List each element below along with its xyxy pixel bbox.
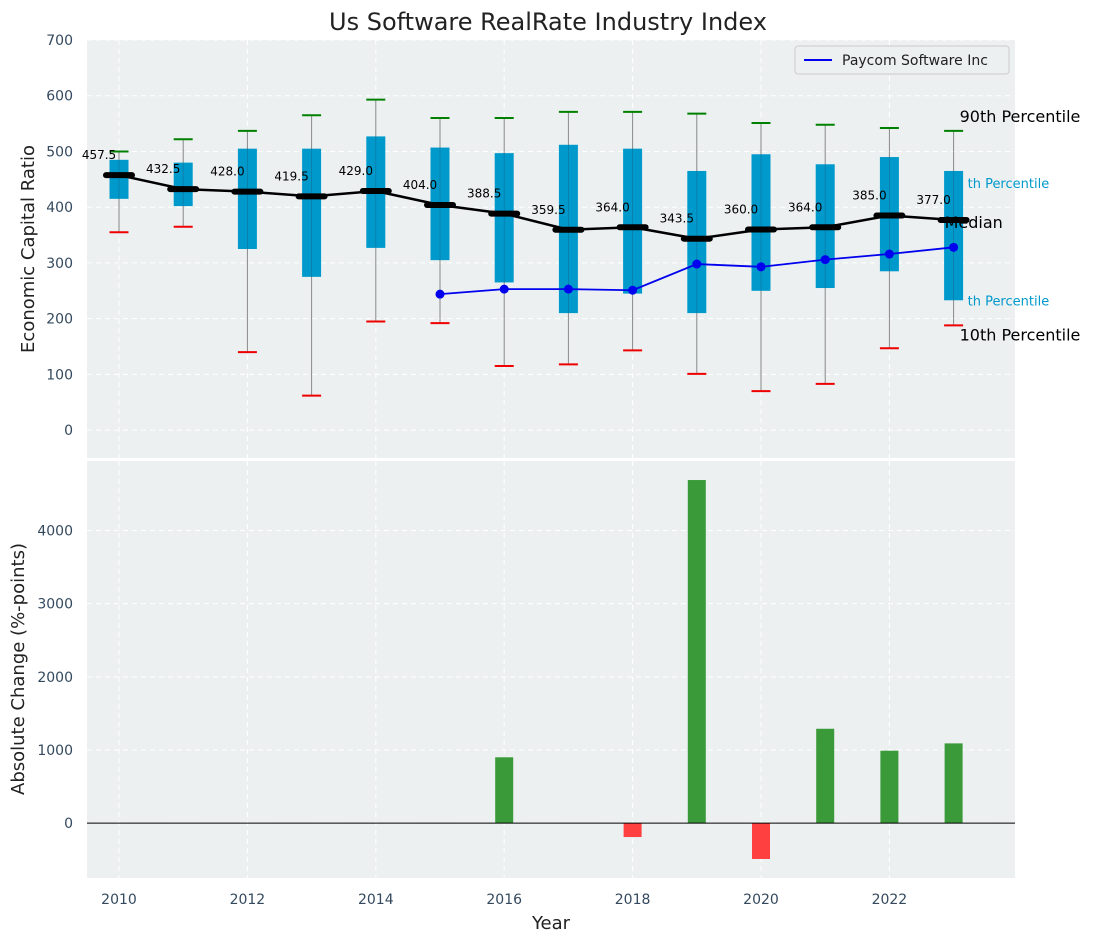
median-value-label: 360.0 [724, 202, 758, 216]
top-y-axis-title: Economic Capital Ratio [18, 145, 39, 353]
median-value-label: 388.5 [467, 187, 501, 201]
median-value-label: 343.5 [660, 212, 694, 226]
company-point [563, 284, 573, 294]
median-value-label: 428.0 [210, 165, 244, 179]
x-tick-label: 2016 [486, 892, 522, 908]
top-panel-background [87, 40, 1015, 458]
change-bar [687, 480, 706, 824]
median-value-label: 385.0 [852, 189, 886, 203]
company-point [628, 285, 638, 295]
annotation-median: Median [945, 213, 1003, 232]
x-tick-label: 2018 [615, 892, 651, 908]
percentile-annotations: 90th Percentile th Percentile Median th … [945, 107, 1081, 345]
bottom-y-tick-label: 2000 [37, 670, 73, 686]
median-value-label: 419.5 [274, 169, 308, 183]
company-point [435, 289, 445, 299]
bottom-y-axis-title: Absolute Change (%-points) [8, 543, 29, 795]
median-value-label: 364.0 [788, 200, 822, 214]
bottom-y-tick-label: 4000 [37, 524, 73, 540]
top-y-tick-label: 0 [64, 423, 73, 439]
bottom-panel-background [87, 461, 1015, 878]
top-y-tick-label: 100 [46, 367, 73, 383]
change-bar [880, 750, 899, 824]
change-bar [816, 728, 835, 824]
median-value-label: 359.5 [531, 203, 565, 217]
x-tick-label: 2012 [230, 892, 266, 908]
top-y-tick-label: 300 [46, 256, 73, 272]
bottom-y-tick-label: 3000 [37, 597, 73, 613]
company-point [692, 259, 702, 269]
top-y-tick-label: 200 [46, 312, 73, 328]
bars [495, 480, 963, 859]
median-value-label: 404.0 [403, 178, 437, 192]
bottom-y-tick-label: 1000 [37, 743, 73, 759]
x-axis-title: Year [531, 913, 571, 934]
company-point [499, 284, 509, 294]
median-value-label: 377.0 [916, 193, 950, 207]
chart-title: Us Software RealRate Industry Index [329, 8, 767, 36]
annotation-p10: 10th Percentile [960, 325, 1081, 344]
annotation-p75: th Percentile [968, 177, 1050, 192]
x-ticks: 2010 2012 2014 2016 2018 2020 2022 [101, 892, 907, 908]
change-bar [752, 823, 770, 859]
top-panel: 0 100 200 300 400 500 600 700 457.5 432.5 428.0 41… [18, 33, 1080, 458]
company-point [820, 255, 830, 265]
top-y-tick-label: 600 [46, 89, 73, 105]
x-tick-label: 2014 [358, 892, 394, 908]
change-bar [944, 743, 963, 824]
x-tick-label: 2022 [872, 892, 908, 908]
annotation-p25: th Percentile [968, 294, 1050, 309]
median-value-label: 364.0 [595, 200, 629, 214]
company-point [756, 262, 766, 272]
top-y-tick-label: 700 [46, 33, 73, 49]
median-value-label: 457.5 [82, 148, 116, 162]
median-value-label: 429.0 [339, 164, 373, 178]
median-line-group [103, 172, 970, 242]
x-tick-label: 2020 [743, 892, 779, 908]
company-line-group [435, 242, 959, 299]
median-value-label: 432.5 [146, 162, 180, 176]
bottom-y-ticks: 0 1000 2000 3000 4000 [37, 524, 73, 833]
company-point [949, 242, 959, 252]
company-point [884, 249, 894, 259]
median-labels: 457.5 432.5 428.0 419.5 429.0 404.0 388.5 359.5… [82, 148, 951, 226]
annotation-p90: 90th Percentile [960, 107, 1081, 126]
change-bar [623, 823, 642, 838]
legend-label: Paycom Software Inc [842, 53, 988, 69]
legend-box [794, 45, 1010, 75]
x-tick-label: 2010 [101, 892, 137, 908]
legend: Paycom Software Inc [794, 45, 1010, 75]
top-y-tick-label: 400 [46, 200, 73, 216]
top-y-ticks: 0 100 200 300 400 500 600 700 [46, 33, 73, 439]
bottom-y-tick-label: 0 [64, 816, 73, 832]
top-y-tick-label: 500 [46, 144, 73, 160]
change-bar [495, 757, 514, 824]
